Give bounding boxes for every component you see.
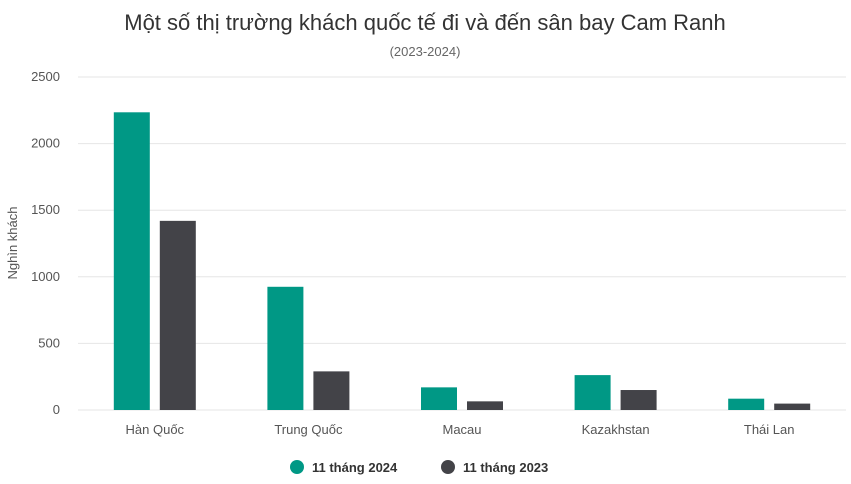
- y-tick-label: 1500: [31, 202, 60, 217]
- legend-label: 11 tháng 2024: [312, 460, 398, 475]
- y-tick-label: 2000: [31, 136, 60, 151]
- bar[interactable]: [113, 112, 150, 410]
- x-axis-ticks: Hàn Quốc Trung Quốc Macau Kazakhstan Thái La…: [126, 422, 795, 437]
- x-tick-label: Trung Quốc: [274, 422, 343, 437]
- y-tick-label: 0: [53, 402, 60, 417]
- bars: [113, 112, 811, 410]
- x-tick-label: Macau: [442, 422, 481, 437]
- bar[interactable]: [467, 401, 503, 410]
- x-tick-label: Hàn Quốc: [126, 422, 185, 437]
- legend-item[interactable]: 11 tháng 2024: [290, 460, 398, 475]
- chart-subtitle: (2023-2024): [390, 44, 461, 59]
- bar[interactable]: [574, 375, 611, 410]
- legend-item[interactable]: 11 tháng 2023: [441, 460, 548, 475]
- bar[interactable]: [620, 390, 657, 410]
- bar[interactable]: [313, 371, 350, 410]
- y-axis-label: Nghìn khách: [5, 207, 20, 280]
- x-tick-label: Thái Lan: [744, 422, 795, 437]
- y-axis-ticks: 0 500 1000 1500 2000 2500: [31, 69, 60, 417]
- bar[interactable]: [728, 398, 765, 410]
- y-tick-label: 500: [38, 335, 60, 350]
- legend-marker: [290, 460, 304, 474]
- legend-label: 11 tháng 2023: [463, 460, 548, 475]
- legend-marker: [441, 460, 455, 474]
- x-tick-label: Kazakhstan: [582, 422, 650, 437]
- y-tick-label: 1000: [31, 269, 60, 284]
- y-tick-label: 2500: [31, 69, 60, 84]
- bar[interactable]: [421, 387, 457, 410]
- bar[interactable]: [159, 220, 196, 410]
- grid-lines: [78, 76, 846, 411]
- chart-title: Một số thị trường khách quốc tế đi và đế…: [124, 10, 725, 35]
- bar[interactable]: [267, 286, 304, 410]
- bar[interactable]: [774, 403, 811, 410]
- legend[interactable]: 11 tháng 2024 11 tháng 2023: [290, 460, 548, 475]
